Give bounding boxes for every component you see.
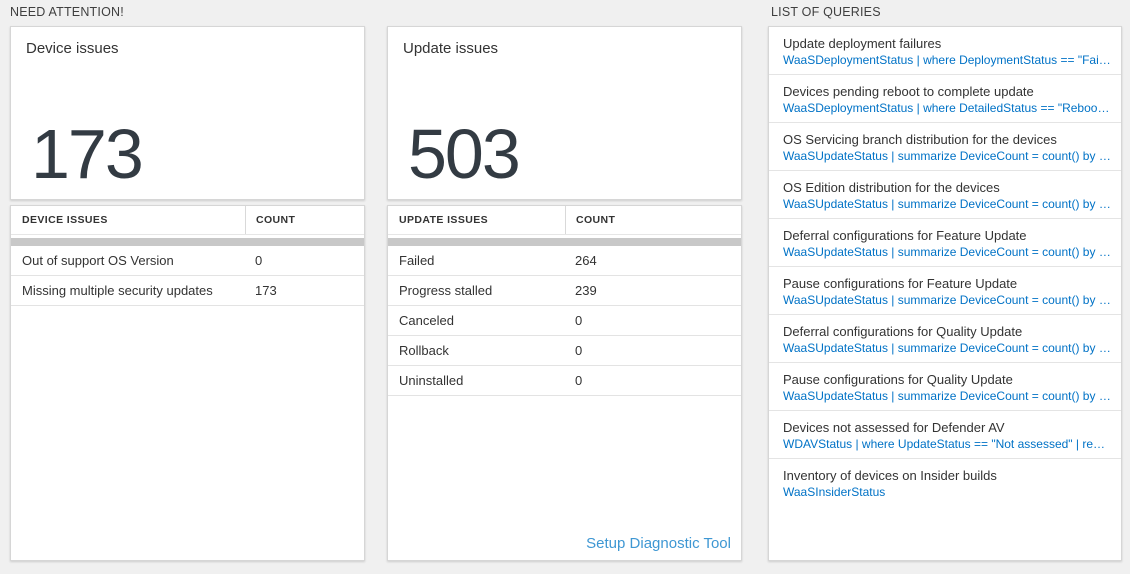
need-attention-heading: NEED ATTENTION! [10,5,124,19]
table-row-label: Uninstalled [399,373,464,388]
query-list-item[interactable]: OS Edition distribution for the devices … [769,171,1121,219]
table-row-count: 0 [255,253,263,268]
query-item-code: WaaSInsiderStatus [783,485,886,499]
query-item-title: Deferral configurations for Feature Upda… [783,228,1027,243]
table-row-label: Out of support OS Version [22,253,174,268]
table-row-count: 0 [575,313,583,328]
device-issues-table: DEVICE ISSUES COUNT Out of support OS Ve… [10,205,365,561]
update-issues-card-title: Update issues [403,40,499,57]
device-table-header-row: DEVICE ISSUES COUNT [11,206,364,235]
query-list-item[interactable]: Inventory of devices on Insider builds W… [769,459,1121,507]
query-item-code: WaaSDeploymentStatus | where DeploymentS… [783,53,1111,67]
table-row[interactable]: Out of support OS Version 0 [11,246,364,276]
table-row[interactable]: Uninstalled 0 [388,366,741,396]
update-table-header-issues: UPDATE ISSUES [399,214,489,226]
table-row-count: 264 [575,253,597,268]
device-table-scrollbar[interactable] [11,238,364,246]
device-table-header-issues: DEVICE ISSUES [22,214,108,226]
table-row-label: Canceled [399,313,454,328]
query-list-item[interactable]: Devices not assessed for Defender AV WDA… [769,411,1121,459]
update-issues-total: 503 [408,115,521,193]
query-item-title: Devices not assessed for Defender AV [783,420,1005,435]
query-item-code: WaaSUpdateStatus | summarize DeviceCount… [783,341,1111,355]
table-row-label: Progress stalled [399,283,493,298]
query-item-code: WaaSUpdateStatus | summarize DeviceCount… [783,245,1111,259]
query-item-title: Pause configurations for Feature Update [783,276,1018,291]
query-item-code: WaaSUpdateStatus | summarize DeviceCount… [783,389,1111,403]
query-list-panel: Update deployment failures WaaSDeploymen… [768,26,1122,561]
table-row[interactable]: Failed 264 [388,246,741,276]
device-table-body: Out of support OS Version 0 Missing mult… [11,246,364,306]
device-issues-card-title: Device issues [26,40,119,57]
update-issues-table: UPDATE ISSUES COUNT Failed 264 Progress … [387,205,742,561]
list-of-queries-heading: LIST OF QUERIES [771,5,881,19]
table-row-count: 239 [575,283,597,298]
table-row-count: 0 [575,373,583,388]
query-list-item[interactable]: OS Servicing branch distribution for the… [769,123,1121,171]
table-row[interactable]: Rollback 0 [388,336,741,366]
query-item-code: WaaSUpdateStatus | summarize DeviceCount… [783,149,1111,163]
update-issues-card[interactable]: Update issues 503 [387,26,742,200]
table-row-label: Rollback [399,343,449,358]
table-row-count: 0 [575,343,583,358]
query-list: Update deployment failures WaaSDeploymen… [769,27,1121,507]
query-item-title: Devices pending reboot to complete updat… [783,84,1034,99]
query-item-title: Update deployment failures [783,36,942,51]
query-item-title: Inventory of devices on Insider builds [783,468,997,483]
query-item-title: OS Edition distribution for the devices [783,180,1000,195]
update-table-header-count: COUNT [565,206,741,234]
query-item-code: WDAVStatus | where UpdateStatus == "Not … [783,437,1111,451]
update-table-scrollbar[interactable] [388,238,741,246]
table-row[interactable]: Missing multiple security updates 173 [11,276,364,306]
device-issues-card[interactable]: Device issues 173 [10,26,365,200]
query-list-item[interactable]: Deferral configurations for Feature Upda… [769,219,1121,267]
table-row-count: 173 [255,283,277,298]
setup-diagnostic-tool-link[interactable]: Setup Diagnostic Tool [586,535,731,552]
update-table-header-row: UPDATE ISSUES COUNT [388,206,741,235]
query-list-item[interactable]: Deferral configurations for Quality Upda… [769,315,1121,363]
table-row[interactable]: Canceled 0 [388,306,741,336]
query-item-code: WaaSDeploymentStatus | where DetailedSta… [783,101,1111,115]
query-list-item[interactable]: Pause configurations for Quality Update … [769,363,1121,411]
query-list-item[interactable]: Devices pending reboot to complete updat… [769,75,1121,123]
table-row-label: Missing multiple security updates [22,283,213,298]
update-table-body: Failed 264 Progress stalled 239 Canceled… [388,246,741,396]
query-item-title: Deferral configurations for Quality Upda… [783,324,1023,339]
query-item-title: OS Servicing branch distribution for the… [783,132,1057,147]
query-item-code: WaaSUpdateStatus | summarize DeviceCount… [783,293,1111,307]
query-list-item[interactable]: Update deployment failures WaaSDeploymen… [769,27,1121,75]
query-item-code: WaaSUpdateStatus | summarize DeviceCount… [783,197,1111,211]
table-row-label: Failed [399,253,435,268]
table-row[interactable]: Progress stalled 239 [388,276,741,306]
device-table-header-count: COUNT [245,206,364,234]
query-list-item[interactable]: Pause configurations for Feature Update … [769,267,1121,315]
device-issues-total: 173 [31,115,144,193]
query-item-title: Pause configurations for Quality Update [783,372,1013,387]
